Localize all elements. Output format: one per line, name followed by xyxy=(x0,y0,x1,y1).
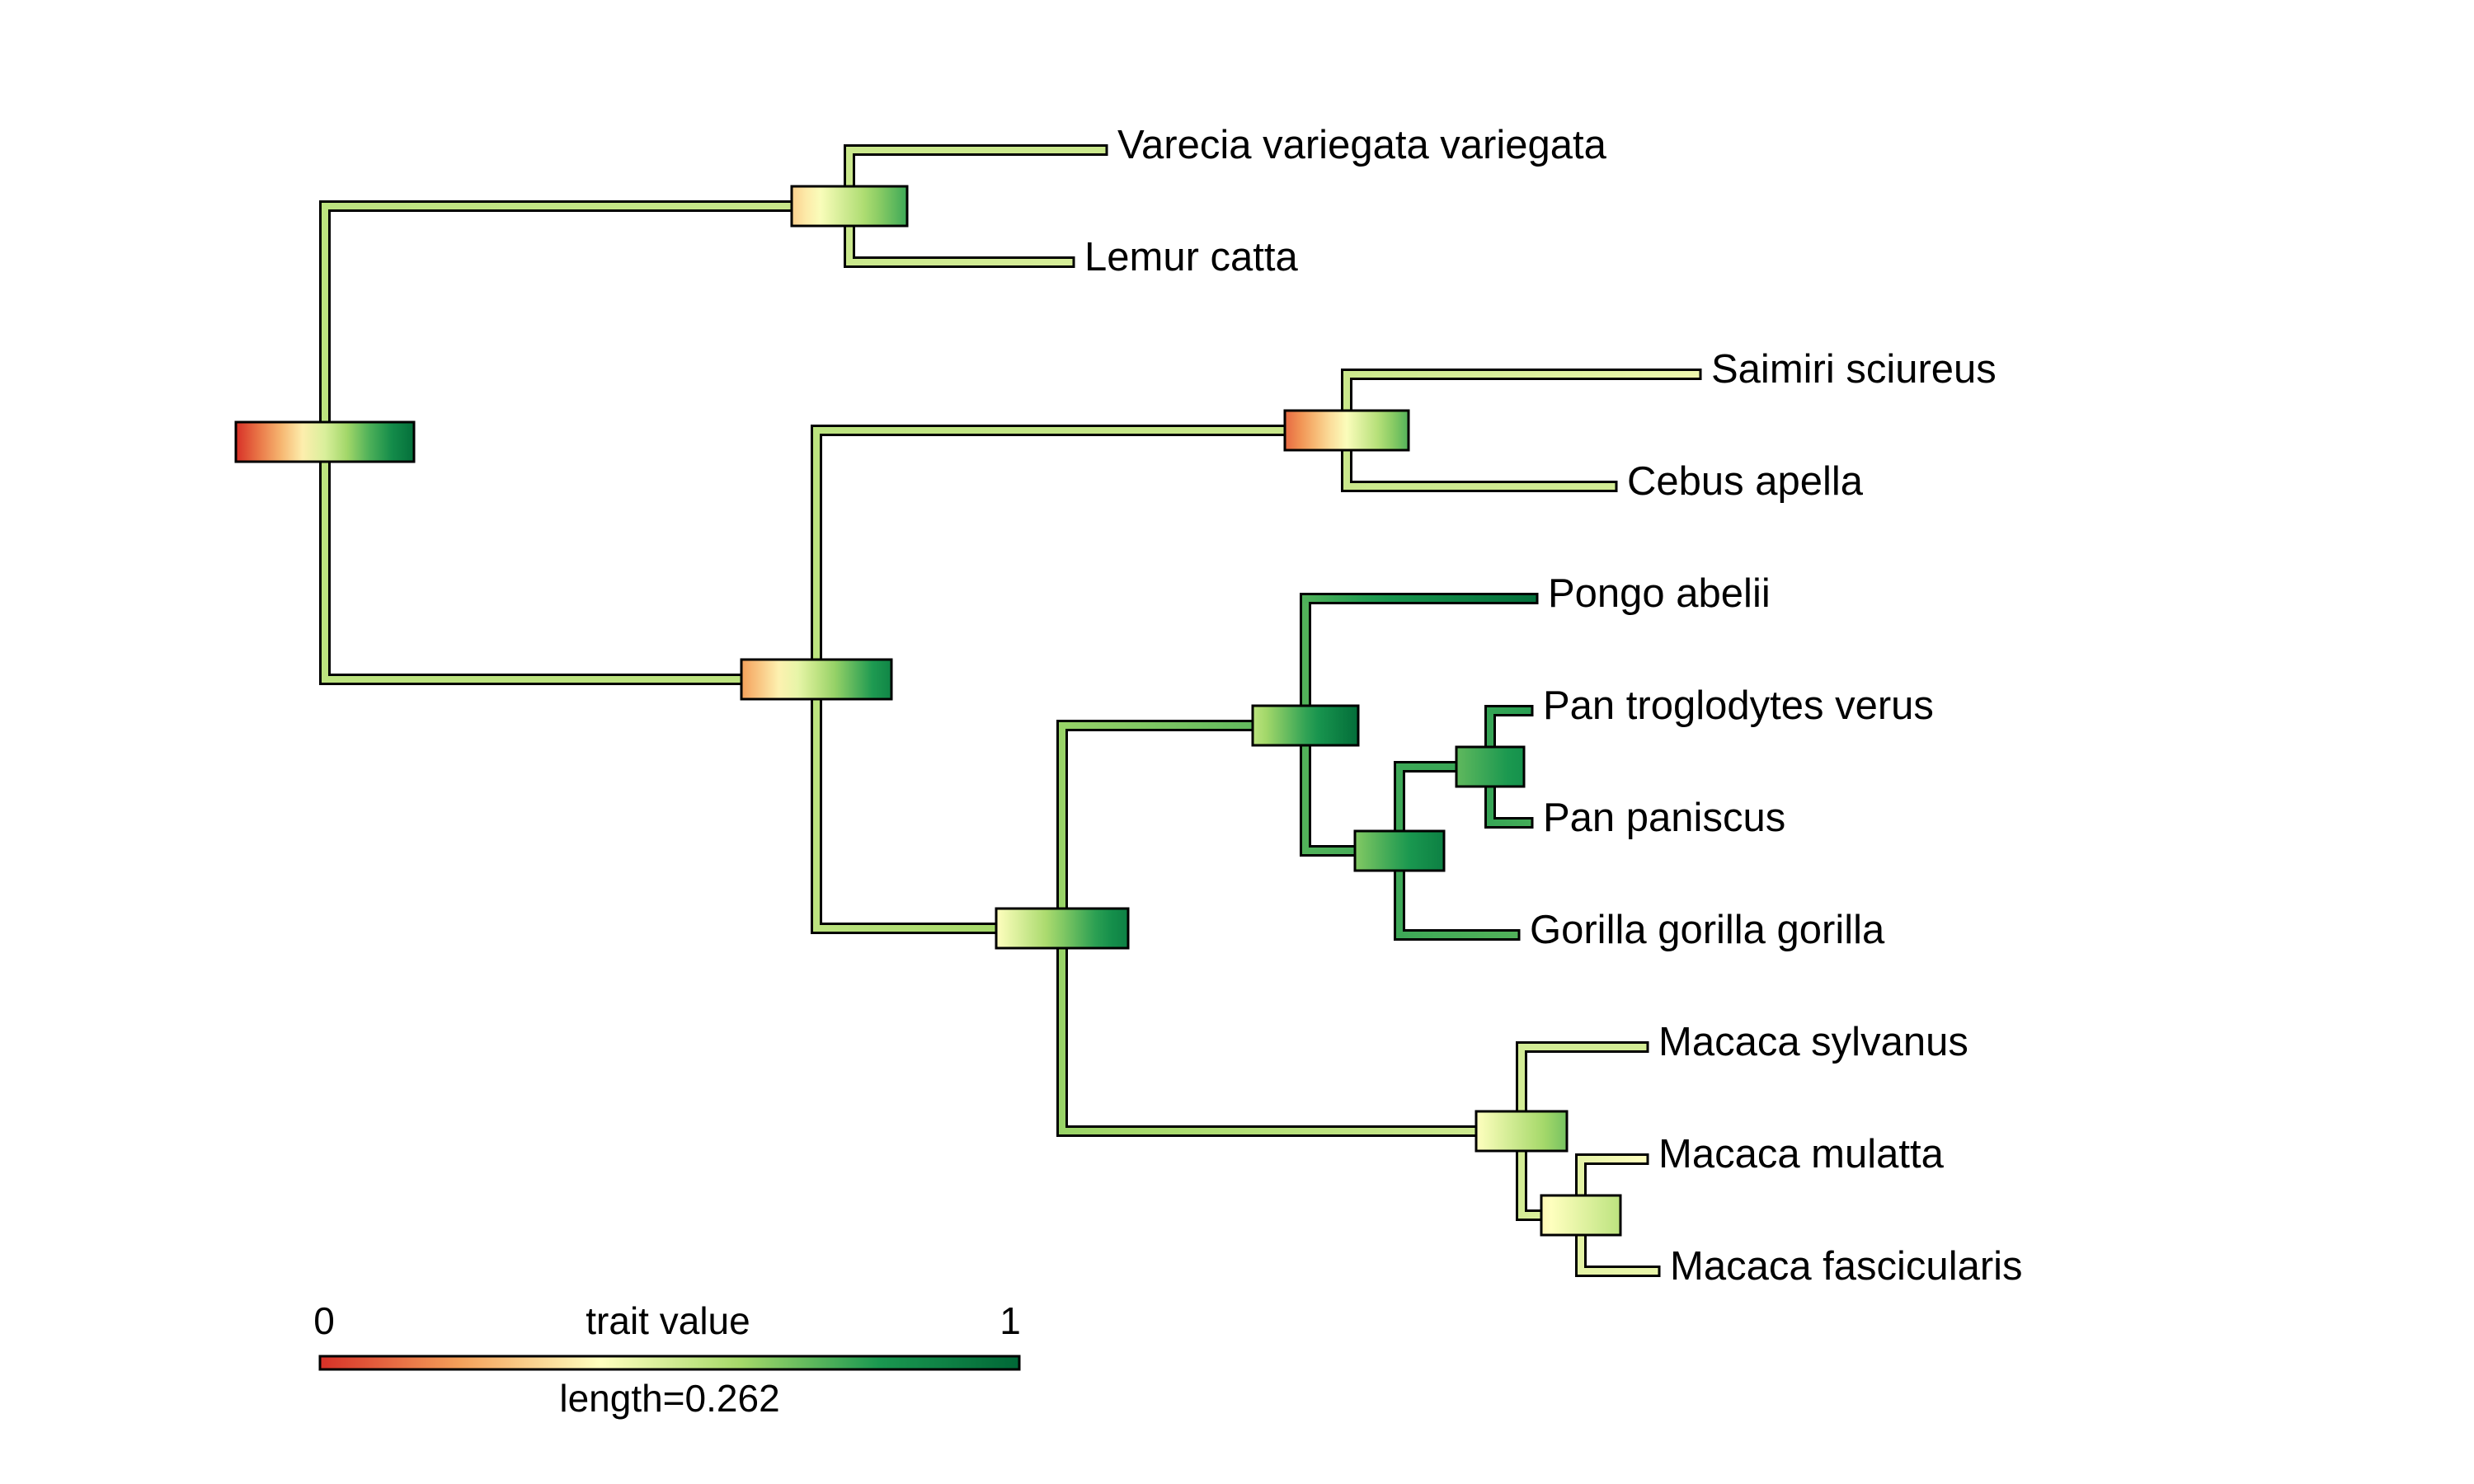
branch-tip-saimiri-sciureus xyxy=(1341,369,1702,430)
branch-tip-pan-troglodytes-verus xyxy=(1484,705,1534,767)
branch-tip-pongo-abelii xyxy=(1300,593,1539,726)
node-bar-root xyxy=(234,420,416,463)
color-legend: 0 trait value 1 length=0.262 xyxy=(313,1299,1021,1420)
node-bar-homininae xyxy=(1353,829,1446,872)
branch-tip-macaca-mulatta xyxy=(1575,1153,1649,1215)
tip-label-pongo-abelii: Pongo abelii xyxy=(1548,571,1771,616)
branch-tip-macaca-fascicularis xyxy=(1575,1215,1661,1277)
legend-title: trait value xyxy=(586,1299,750,1342)
legend-min-label: 0 xyxy=(313,1299,335,1342)
tip-label-macaca-sylvanus: Macaca sylvanus xyxy=(1658,1020,1968,1064)
tip-labels: Varecia variegata variegata Lemur catta … xyxy=(1084,123,2023,1289)
branch-tip-lemur-catta xyxy=(844,206,1075,268)
tip-label-lemur-catta: Lemur catta xyxy=(1084,235,1298,279)
branch-tip-cebus-apella xyxy=(1341,430,1618,492)
legend-scale-length-label: length=0.262 xyxy=(559,1377,779,1420)
tip-label-pan-paniscus: Pan paniscus xyxy=(1543,796,1785,840)
tree-nodes xyxy=(234,185,1622,1237)
branch-node-anthropoidea xyxy=(319,442,818,685)
tip-label-varecia-variegata-variegata: Varecia variegata variegata xyxy=(1117,123,1607,167)
node-bar-pan xyxy=(1455,745,1526,788)
node-bar-anthropoidea xyxy=(740,658,893,701)
branch-tip-macaca-sylvanus xyxy=(1516,1041,1649,1131)
legend-color-bar xyxy=(318,1355,1021,1371)
branch-node-hominidae xyxy=(1056,720,1307,928)
node-bar-hominidae xyxy=(1251,704,1360,747)
tip-label-macaca-mulatta: Macaca mulatta xyxy=(1658,1132,1945,1176)
branch-tip-gorilla-gorilla-gorilla xyxy=(1394,851,1521,941)
node-bar-strepsirrhini xyxy=(790,185,909,228)
node-bar-macaca xyxy=(1475,1110,1569,1153)
branch-tip-varecia-variegata-variegata xyxy=(844,144,1108,206)
tip-label-saimiri-sciureus: Saimiri sciureus xyxy=(1711,347,1997,392)
branch-node-platyrrhini xyxy=(811,425,1348,679)
node-bar-macaca-inner xyxy=(1540,1194,1622,1237)
legend-max-label: 1 xyxy=(999,1299,1021,1342)
branch-tip-pan-paniscus xyxy=(1484,767,1534,829)
branch-node-macaca xyxy=(1056,928,1523,1137)
tip-label-macaca-fascicularis: Macaca fascicularis xyxy=(1670,1244,2023,1289)
branch-node-catarrhini xyxy=(811,679,1064,934)
tip-label-gorilla-gorilla-gorilla: Gorilla gorilla gorilla xyxy=(1530,908,1885,952)
tree-branches xyxy=(319,144,1702,1277)
branch-node-strepsirrhini xyxy=(319,200,851,442)
node-bar-catarrhini xyxy=(995,907,1130,950)
tip-label-cebus-apella: Cebus apella xyxy=(1627,459,1864,504)
tip-label-pan-troglodytes-verus: Pan troglodytes verus xyxy=(1543,683,1934,728)
node-bar-platyrrhini xyxy=(1283,409,1410,452)
